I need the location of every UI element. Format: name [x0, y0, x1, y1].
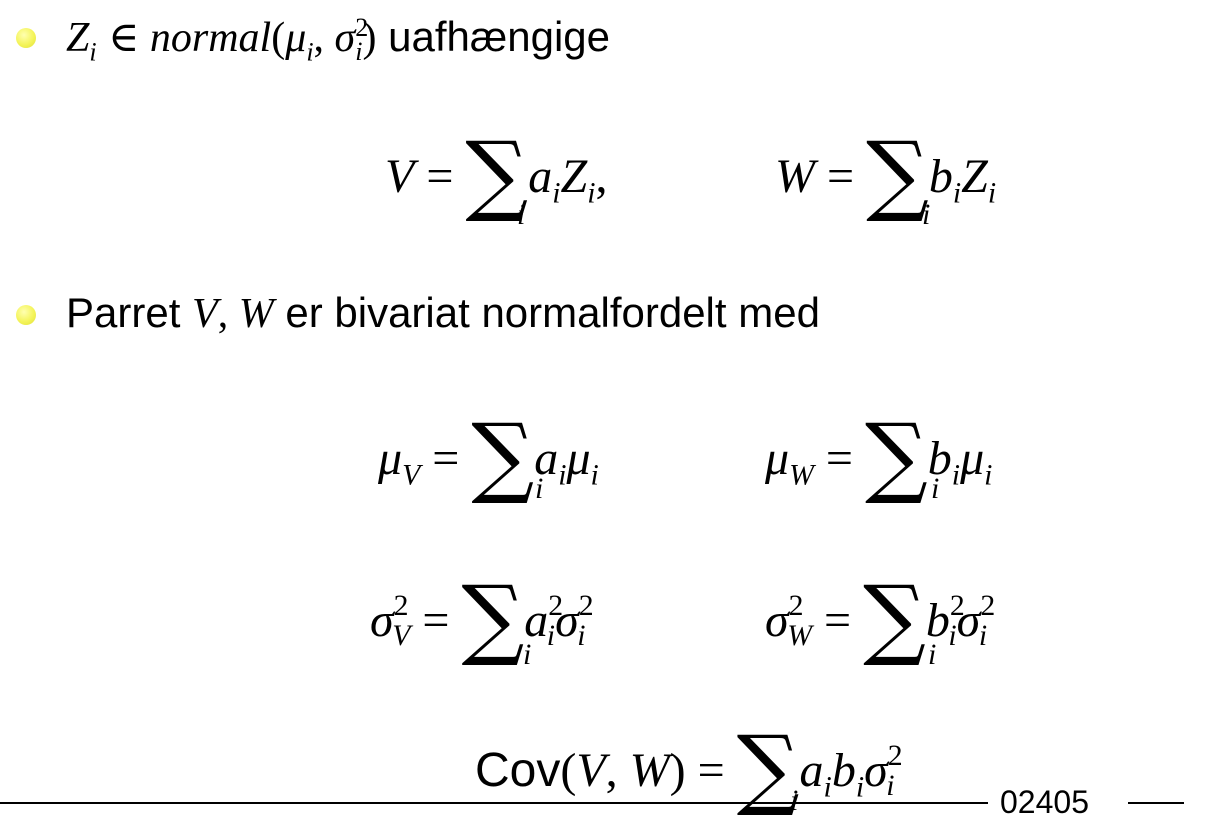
bullet-2-pre: Parret	[66, 289, 181, 336]
footer-rule-right	[1128, 802, 1184, 804]
sum-index: i	[523, 638, 532, 671]
normal-word: normal	[149, 15, 272, 61]
sum-symbol: ∑	[863, 566, 926, 669]
sum-symbol: ∑	[461, 566, 525, 669]
sum-symbol: ∑	[471, 404, 535, 507]
equation-mu-w: μW = ∑biμi	[765, 404, 993, 507]
sum-index: i	[922, 198, 931, 231]
sum-symbol: ∑	[864, 404, 928, 507]
sum-index: i	[931, 472, 940, 505]
bullet-icon	[16, 28, 36, 48]
sum-symbol: ∑	[736, 716, 800, 819]
sum-symbol: ∑	[866, 122, 929, 225]
cov-word: Cov	[475, 744, 561, 797]
equation-var-v: σ2V = ∑a2iσ2i	[370, 566, 594, 669]
equation-w: W = ∑biZi	[775, 122, 997, 225]
sum-index: i	[928, 638, 937, 671]
equation-v: V = ∑aiZi,	[385, 122, 608, 225]
equation-cov: Cov(V, W) = ∑aibiσ2i	[475, 716, 903, 819]
sum-index: i	[517, 198, 526, 231]
bullet-2-post: er bivariat normalfordelt med	[285, 289, 820, 336]
bullet-icon	[16, 305, 36, 325]
bullet-1-text: uafhængige	[388, 13, 611, 60]
bullet-2: Parret V, W er bivariat normalfordelt me…	[66, 289, 820, 337]
sum-index: i	[535, 472, 544, 505]
equation-mu-v: μV = ∑aiμi	[378, 404, 599, 507]
sum-symbol: ∑	[465, 122, 529, 225]
bullet-1: Zi ∈ normal(μi, σ2i) uafhængige	[66, 13, 611, 67]
footer-rule-left	[0, 802, 988, 804]
sum-index: i	[790, 784, 799, 817]
equation-var-w: σ2W = ∑b2iσ2i	[765, 566, 996, 669]
course-code: 02405	[1000, 784, 1089, 820]
